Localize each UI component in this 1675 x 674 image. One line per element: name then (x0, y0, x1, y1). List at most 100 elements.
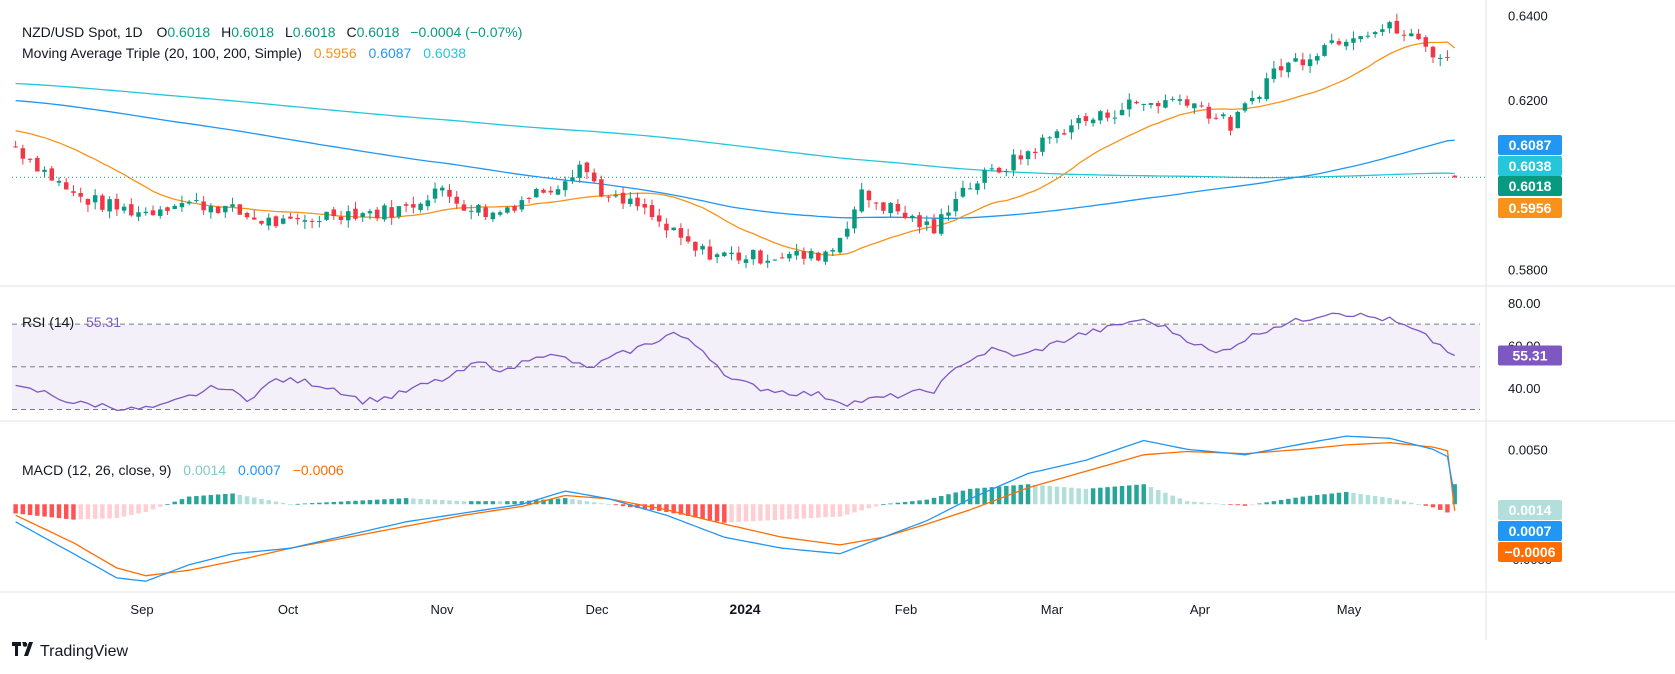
macd-histogram-bar (642, 504, 648, 510)
candle-body (917, 215, 922, 228)
candle (620, 186, 626, 210)
last-price-tag-text: 0.6018 (1509, 178, 1552, 194)
macd-histogram-bar (266, 500, 271, 505)
chart-canvas[interactable]: 0.64000.62000.580080.0060.0040.000.00500… (0, 0, 1675, 640)
macd-value-tag-text: 0.0007 (1509, 523, 1552, 539)
macd-histogram-bar (230, 493, 235, 505)
macd-histogram-bar (512, 501, 517, 505)
legend-ma[interactable]: Moving Average Triple (20, 100, 200, Sim… (22, 45, 466, 61)
legend-macd[interactable]: MACD (12, 26, close, 9) 0.0014 0.0007 −0… (22, 462, 344, 478)
macd-pane[interactable] (13, 435, 1457, 582)
candle (881, 201, 886, 214)
macd-histogram-bar (186, 496, 192, 505)
candle (1264, 72, 1269, 102)
candle (635, 192, 640, 211)
candle (1119, 102, 1125, 116)
macd-histogram-bar (888, 503, 893, 505)
macd-histogram-bar (114, 504, 120, 519)
candle-body (1025, 151, 1031, 160)
candle (374, 207, 380, 222)
candle (215, 205, 221, 215)
candle-body (223, 205, 228, 213)
change-value: −0.0004 (−0.07%) (410, 24, 522, 40)
macd-histogram-bar (982, 487, 987, 505)
candle-body (1148, 103, 1154, 105)
macd-hist-value: 0.0014 (183, 462, 226, 478)
macd-histogram-bar (1018, 484, 1024, 505)
macd-histogram-bar (750, 504, 756, 522)
candle-body (280, 218, 286, 224)
macd-histogram-bar (1177, 498, 1183, 505)
candle (403, 201, 409, 213)
candle (1257, 95, 1262, 103)
candle-body (1199, 105, 1204, 107)
candle-body (338, 216, 344, 221)
candle-body (967, 188, 973, 190)
candle-body (129, 204, 134, 216)
candle (230, 197, 235, 212)
macd-histogram-bar (1170, 495, 1175, 505)
candle (165, 206, 170, 215)
macd-histogram-bar (42, 504, 47, 517)
candle-body (693, 241, 698, 251)
macd-histogram-bar (490, 501, 496, 505)
macd-histogram-bar (374, 499, 380, 505)
candle-body (953, 198, 958, 212)
candle (1394, 13, 1400, 35)
macd-histogram-bar (71, 504, 76, 520)
candle-body (1271, 68, 1277, 79)
candle-body (975, 183, 980, 191)
macd-histogram-bar (1134, 484, 1139, 505)
candle-body (1401, 34, 1407, 36)
legend-main[interactable]: NZD/USD Spot, 1D O0.6018 H0.6018 L0.6018… (22, 24, 522, 40)
candle (685, 228, 691, 244)
candle-body (150, 210, 156, 216)
candle-body (700, 245, 705, 250)
candle (946, 205, 951, 221)
macd-histogram-bar (1061, 487, 1067, 505)
macd-histogram-bar (346, 501, 351, 505)
candle-body (823, 251, 828, 262)
candle-body (1387, 22, 1392, 29)
candle (27, 158, 33, 163)
candle-body (186, 201, 192, 204)
candle (1177, 94, 1183, 106)
macd-histogram-bar (403, 498, 409, 505)
candle (35, 155, 40, 172)
macd-histogram-bar (1322, 494, 1327, 505)
candle (1192, 103, 1197, 115)
candle-body (1141, 103, 1146, 106)
candle (252, 209, 257, 220)
candle (100, 193, 105, 213)
candle-body (1033, 151, 1038, 154)
candle (208, 203, 214, 219)
candle (1221, 112, 1226, 120)
candle-body (635, 197, 640, 207)
macd-histogram-bar (1387, 498, 1392, 505)
candle (975, 180, 980, 195)
legend-rsi[interactable]: RSI (14) 55.31 (22, 314, 121, 330)
macd-value-tag-bg (1498, 521, 1562, 541)
candle-body (729, 252, 734, 255)
open-value: 0.6018 (167, 24, 210, 40)
candlestick-series[interactable] (13, 13, 1457, 269)
rsi-pane[interactable] (12, 312, 1480, 412)
macd-histogram-bar (121, 504, 127, 517)
candle (1286, 61, 1291, 78)
candle (338, 210, 344, 225)
candle (830, 247, 836, 257)
macd-histogram-bar (830, 504, 836, 517)
time-axis[interactable]: Sep Oct Nov Dec 2024 Feb Mar Apr May (130, 601, 1361, 617)
candle (628, 191, 633, 207)
price-axis[interactable]: 0.64000.62000.580080.0060.0040.000.00500… (1508, 8, 1552, 567)
candle-body (382, 205, 387, 220)
macd-histogram-bar (201, 495, 206, 505)
macd-histogram-bar (418, 498, 423, 505)
candle (440, 185, 445, 197)
candle-body (447, 189, 452, 197)
candle (1416, 29, 1421, 41)
rsi-line (15, 312, 1455, 412)
macd-histogram-bar (367, 500, 373, 505)
candle (1293, 53, 1298, 63)
tradingview-brand[interactable]: TradingView (12, 642, 128, 661)
